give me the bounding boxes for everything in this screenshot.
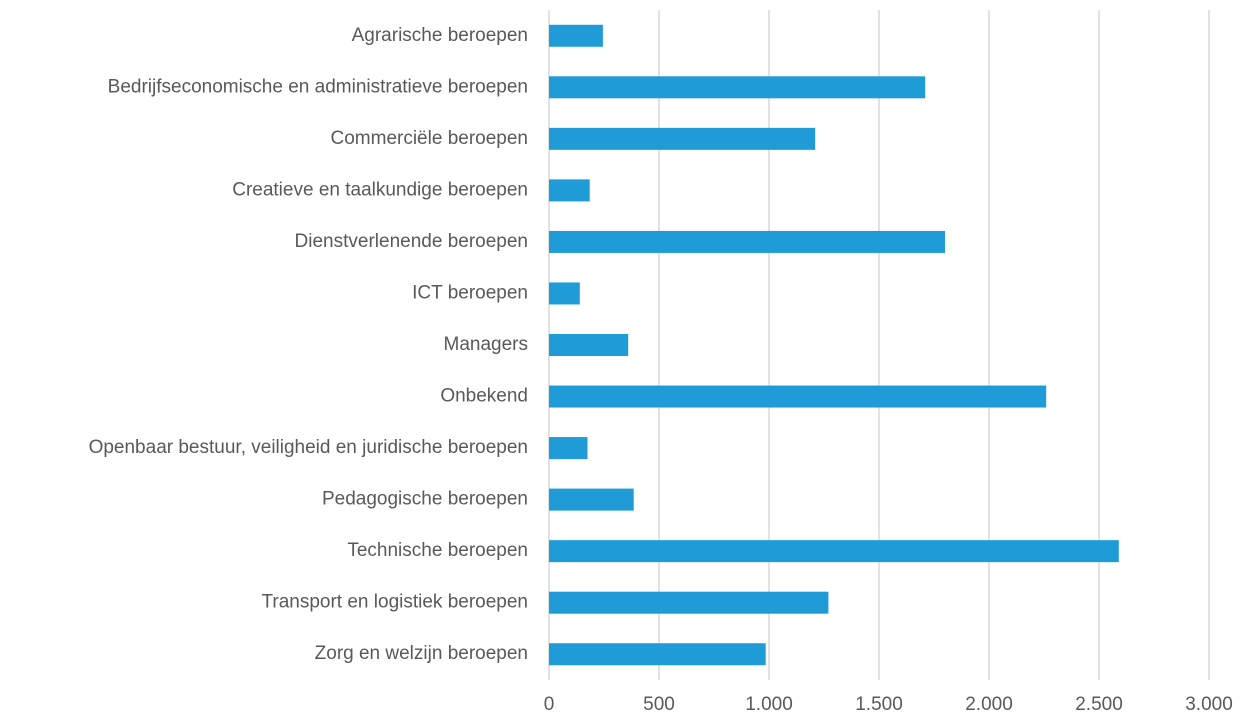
y-tick-label: Pedagogische beroepen [322, 489, 528, 510]
y-tick-label: Dienstverlenende beroepen [295, 231, 528, 252]
y-tick-label: Openbaar bestuur, veiligheid en juridisc… [89, 437, 528, 458]
bar [549, 643, 766, 666]
x-tick-label: 2.000 [965, 694, 1013, 715]
bar [549, 179, 590, 202]
x-tick-label: 3.000 [1185, 694, 1233, 715]
y-tick-label: Technische beroepen [347, 540, 528, 561]
y-tick-label: Commerciële beroepen [331, 128, 529, 149]
y-tick-label: Zorg en welzijn beroepen [315, 643, 528, 664]
x-tick-label: 2.500 [1075, 694, 1123, 715]
bar [549, 437, 588, 460]
y-tick-label: Agrarische beroepen [352, 25, 528, 46]
x-tick-label: 1.000 [745, 694, 793, 715]
y-tick-label: Transport en logistiek beroepen [261, 592, 528, 613]
y-tick-label: Creatieve en taalkundige beroepen [232, 179, 528, 200]
bar [549, 24, 603, 47]
bar [549, 591, 829, 614]
y-tick-label: Managers [444, 334, 529, 355]
bar [549, 127, 816, 150]
y-tick-label: Onbekend [440, 386, 528, 407]
x-tick-label: 500 [643, 694, 675, 715]
bar [549, 385, 1047, 408]
bar [549, 540, 1119, 563]
bar [549, 488, 634, 511]
bar [549, 282, 580, 305]
bar [549, 76, 926, 99]
x-tick-label: 0 [544, 694, 555, 715]
bar [549, 334, 629, 356]
bar [549, 230, 945, 253]
y-tick-label: Bedrijfseconomische en administratieve b… [108, 76, 528, 97]
y-tick-label: ICT beroepen [412, 282, 528, 303]
x-tick-label: 1.500 [855, 694, 903, 715]
